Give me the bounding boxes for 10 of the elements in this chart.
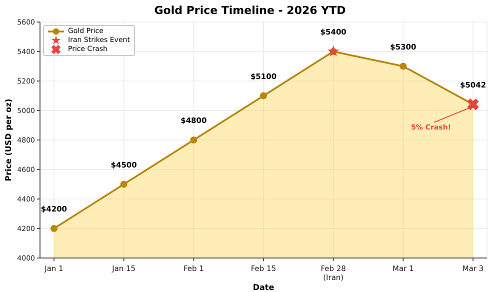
point xyxy=(467,98,479,110)
x-axis-title: Date xyxy=(252,283,275,292)
y-axis-title: Price (USD per oz) xyxy=(4,98,13,182)
point xyxy=(260,92,267,100)
point xyxy=(50,225,58,232)
chart-title: Gold Price Timeline - 2026 YTD xyxy=(153,4,347,17)
point xyxy=(120,180,128,188)
point xyxy=(400,62,407,70)
point xyxy=(327,45,340,57)
point xyxy=(190,136,198,144)
